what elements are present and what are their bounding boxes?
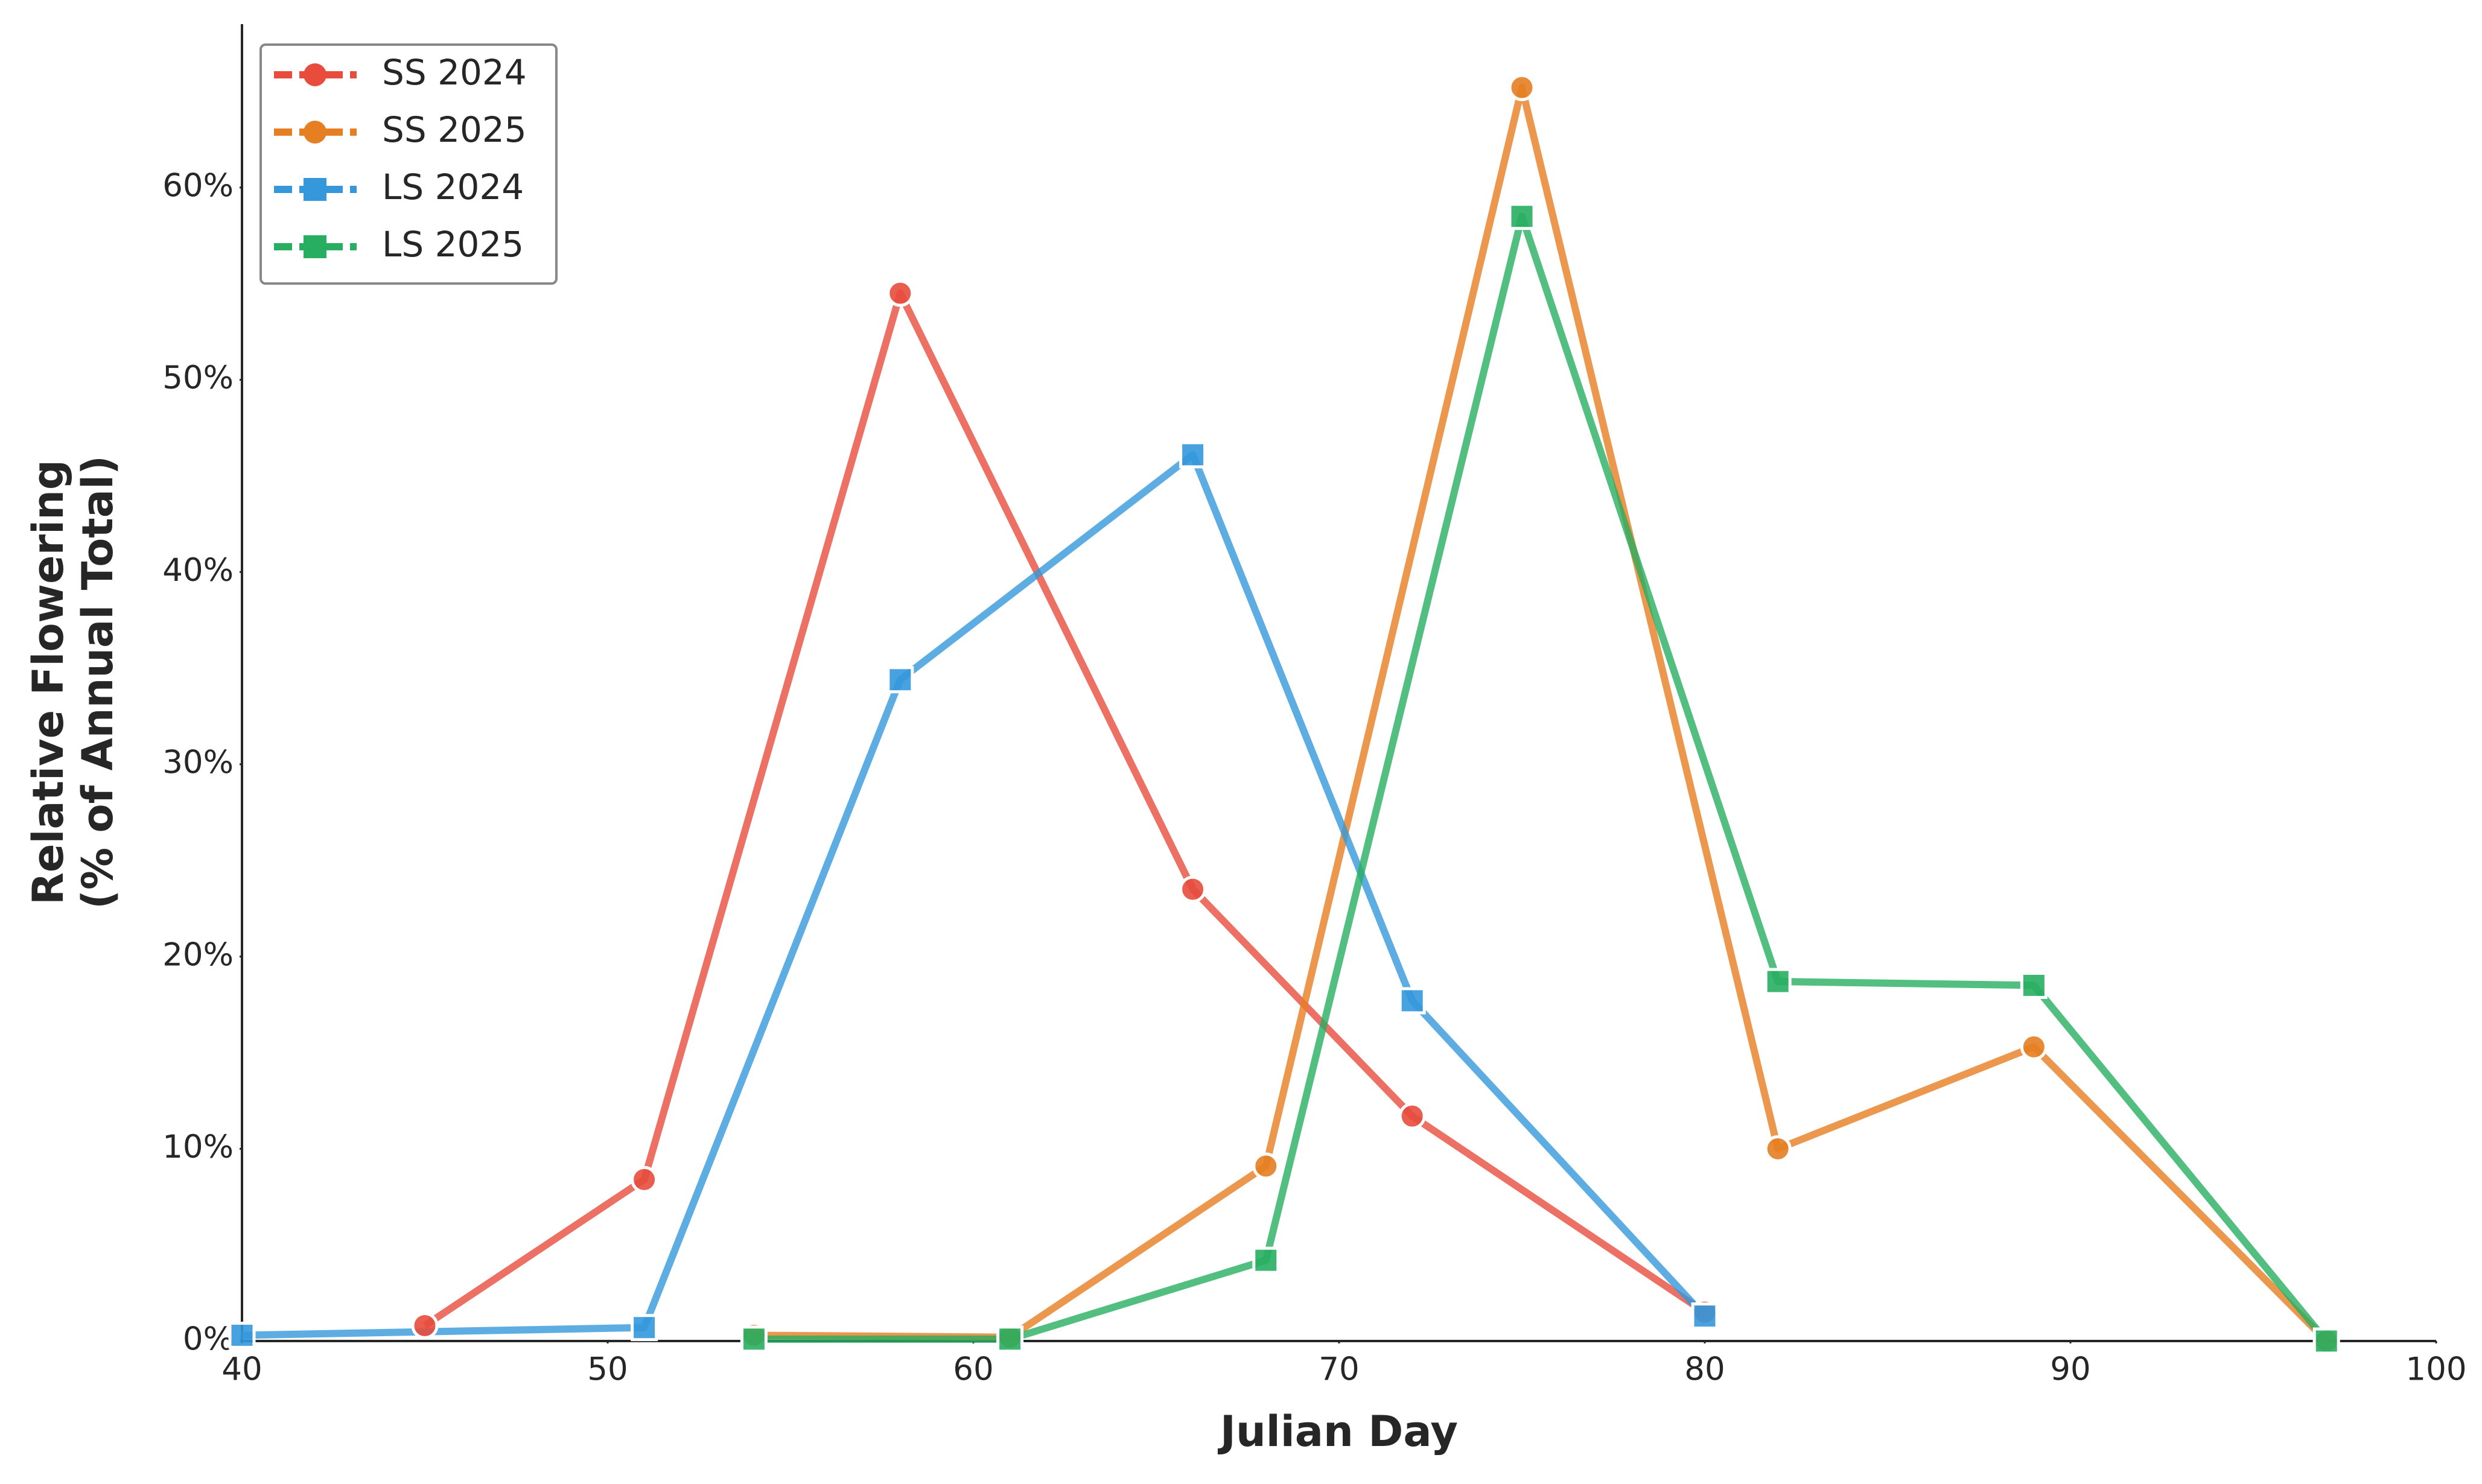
y-axis-label: Relative Flowering (% of Annual Total) xyxy=(24,455,123,909)
legend-label: SS 2025 xyxy=(382,109,527,150)
x-axis-label: Julian Day xyxy=(1218,1407,1458,1456)
legend-frame xyxy=(259,43,558,285)
y-axis-label-line: Relative Flowering xyxy=(24,460,73,905)
series-line xyxy=(241,451,1708,1339)
y-tick-label: 0% xyxy=(183,1321,234,1358)
marker xyxy=(1398,1102,1426,1130)
marker xyxy=(1764,968,1792,995)
marker xyxy=(631,1314,658,1342)
marker xyxy=(1398,987,1426,1015)
y-tick-label: 30% xyxy=(162,744,234,781)
y-tick-label: 50% xyxy=(162,360,234,396)
y-tick-label: 20% xyxy=(162,936,234,973)
legend-label: SS 2024 xyxy=(382,52,527,93)
legend-label: LS 2024 xyxy=(382,166,524,208)
legend-label: LS 2025 xyxy=(382,224,524,265)
y-tick-label: 10% xyxy=(162,1129,234,1165)
marker xyxy=(1252,1152,1280,1180)
marker xyxy=(304,63,326,86)
marker xyxy=(886,279,914,307)
y-tick-label: 60% xyxy=(162,168,234,205)
x-tick-label: 50 xyxy=(587,1351,628,1388)
x-tick-label: 100 xyxy=(2405,1351,2466,1388)
x-tick-label: 90 xyxy=(2050,1351,2090,1388)
x-tick-label: 60 xyxy=(953,1351,993,1388)
marker xyxy=(1179,875,1207,903)
marker xyxy=(1179,441,1207,469)
series-line xyxy=(754,212,2329,1343)
marker xyxy=(304,178,326,201)
marker xyxy=(886,666,914,694)
marker xyxy=(1508,203,1536,230)
marker xyxy=(411,1312,439,1340)
marker xyxy=(2020,1033,2048,1061)
legend: SS 2024 SS 2025 LS 2024 LS 2025 xyxy=(259,43,558,285)
marker xyxy=(304,121,326,144)
marker xyxy=(1252,1246,1280,1274)
marker xyxy=(996,1325,1024,1353)
x-tick-label: 70 xyxy=(1319,1351,1359,1388)
y-axis-label-line: (% of Annual Total) xyxy=(73,455,123,909)
marker xyxy=(740,1325,768,1353)
marker xyxy=(2020,971,2048,999)
marker xyxy=(304,235,326,258)
marker xyxy=(2312,1327,2340,1355)
marker xyxy=(631,1165,658,1193)
series-line xyxy=(422,290,1707,1329)
y-tick-label: 40% xyxy=(162,552,234,589)
x-tick-label: 40 xyxy=(221,1351,262,1388)
marker xyxy=(228,1321,256,1349)
marker xyxy=(1764,1135,1792,1162)
marker xyxy=(1691,1302,1719,1330)
x-tick-label: 80 xyxy=(1684,1351,1725,1388)
marker xyxy=(1508,74,1536,101)
